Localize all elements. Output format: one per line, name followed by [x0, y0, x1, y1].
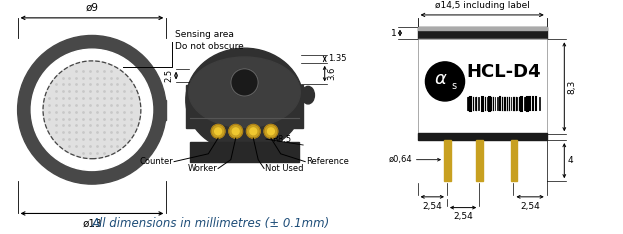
- Bar: [417, 39, 547, 134]
- Text: Worker: Worker: [188, 164, 217, 173]
- Bar: [149, 100, 166, 120]
- Circle shape: [211, 124, 225, 138]
- Text: 1: 1: [391, 29, 397, 37]
- Text: $\alpha$: $\alpha$: [434, 70, 448, 88]
- Bar: [186, 85, 303, 128]
- Bar: [190, 142, 299, 162]
- Bar: [477, 140, 483, 181]
- Text: Do not obscure: Do not obscure: [175, 42, 244, 51]
- Text: 2,54: 2,54: [453, 212, 473, 222]
- Bar: [417, 39, 547, 134]
- Circle shape: [215, 128, 222, 135]
- Text: 4: 4: [568, 156, 573, 165]
- Circle shape: [426, 62, 465, 101]
- Circle shape: [250, 128, 257, 135]
- Text: HCL-D4: HCL-D4: [467, 63, 541, 81]
- Circle shape: [264, 124, 278, 138]
- Text: All dimensions in millimetres (± 0.1mm): All dimensions in millimetres (± 0.1mm): [91, 217, 330, 230]
- Text: 2.5: 2.5: [164, 69, 173, 82]
- Text: Not Used: Not Used: [265, 164, 303, 173]
- Circle shape: [43, 61, 141, 159]
- Text: 3.6: 3.6: [328, 67, 336, 80]
- Circle shape: [17, 36, 166, 184]
- Text: Reference: Reference: [306, 157, 349, 166]
- Circle shape: [247, 124, 260, 138]
- Text: ø13: ø13: [82, 218, 102, 228]
- Circle shape: [31, 49, 153, 170]
- Text: R8.5: R8.5: [272, 135, 291, 144]
- Text: 1.35: 1.35: [328, 55, 346, 63]
- Text: ø0,64: ø0,64: [389, 155, 412, 164]
- Text: 2,54: 2,54: [422, 202, 442, 211]
- Ellipse shape: [189, 57, 300, 127]
- Text: Counter: Counter: [140, 157, 173, 166]
- Bar: [417, 133, 547, 140]
- Ellipse shape: [302, 86, 315, 104]
- Text: ø14,5 including label: ø14,5 including label: [435, 1, 530, 10]
- Bar: [510, 140, 517, 181]
- Circle shape: [231, 69, 258, 96]
- Bar: [417, 27, 547, 39]
- Text: 2,54: 2,54: [520, 202, 540, 211]
- Text: s: s: [451, 81, 457, 91]
- Bar: [417, 27, 547, 29]
- Bar: [444, 140, 451, 181]
- Text: 8,3: 8,3: [568, 80, 576, 94]
- Text: ø9: ø9: [85, 3, 98, 13]
- Circle shape: [232, 128, 239, 135]
- Circle shape: [267, 128, 274, 135]
- Ellipse shape: [186, 48, 303, 152]
- Circle shape: [229, 124, 242, 138]
- Text: Sensing area: Sensing area: [175, 30, 234, 39]
